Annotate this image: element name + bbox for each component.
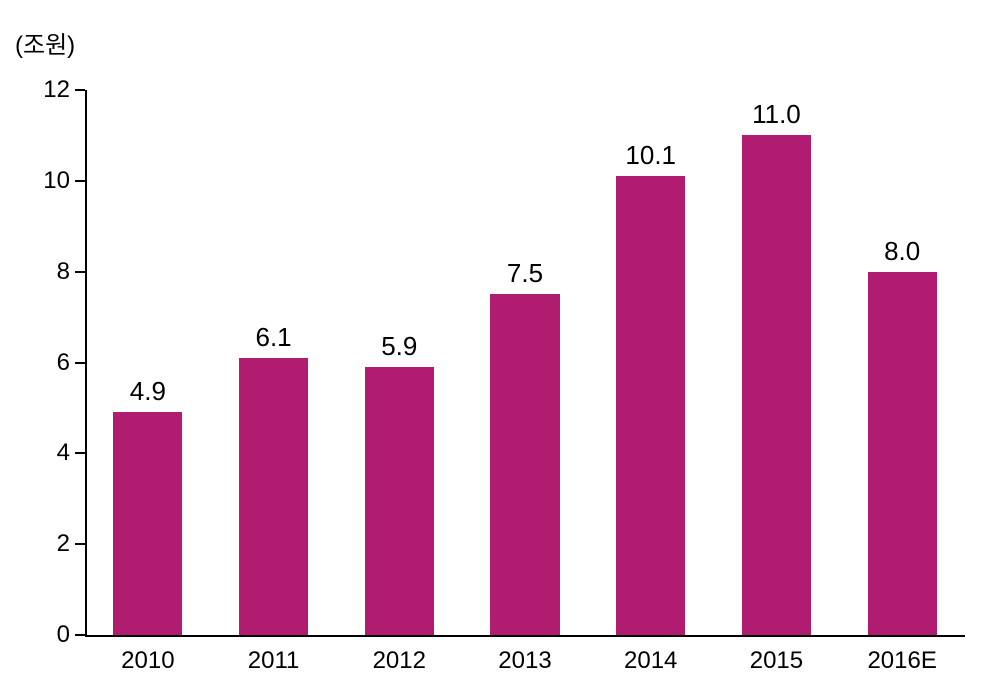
bar-value-label: 6.1 xyxy=(255,322,291,353)
y-tick-mark xyxy=(75,452,85,454)
x-tick-label: 2016E xyxy=(867,647,936,675)
y-tick-mark xyxy=(75,89,85,91)
y-axis-title: (조원) xyxy=(15,25,75,60)
bar-value-label: 5.9 xyxy=(381,331,417,362)
x-tick-label: 2013 xyxy=(498,647,551,675)
y-tick-label: 4 xyxy=(20,439,70,467)
x-tick-label: 2015 xyxy=(750,647,803,675)
y-axis-line xyxy=(85,90,87,635)
y-tick-mark xyxy=(75,362,85,364)
bar-value-label: 7.5 xyxy=(507,258,543,289)
y-tick-mark xyxy=(75,271,85,273)
bar xyxy=(868,272,937,635)
bar xyxy=(490,294,559,635)
bar-value-label: 8.0 xyxy=(884,236,920,267)
y-tick-label: 10 xyxy=(20,167,70,195)
y-tick-label: 12 xyxy=(20,76,70,104)
bar xyxy=(113,412,182,635)
bar-value-label: 10.1 xyxy=(625,140,676,171)
x-tick-label: 2012 xyxy=(373,647,426,675)
bar xyxy=(365,367,434,635)
y-tick-label: 2 xyxy=(20,530,70,558)
y-tick-mark xyxy=(75,180,85,182)
y-tick-label: 6 xyxy=(20,349,70,377)
chart-container: (조원) 0 2 4 6 8 10 12 4.9 2010 6.1 2011 5.9 2012 7.5 20… xyxy=(0,0,993,698)
y-tick-label: 0 xyxy=(20,621,70,649)
y-tick-mark xyxy=(75,634,85,636)
y-tick-label: 8 xyxy=(20,258,70,286)
bar xyxy=(239,358,308,635)
bar xyxy=(616,176,685,635)
x-tick-label: 2011 xyxy=(248,647,300,675)
bar-value-label: 11.0 xyxy=(752,99,801,130)
x-tick-label: 2014 xyxy=(624,647,677,675)
x-tick-label: 2010 xyxy=(121,647,174,675)
bar-value-label: 4.9 xyxy=(130,376,166,407)
y-tick-mark xyxy=(75,543,85,545)
x-axis-line xyxy=(85,635,965,637)
bar xyxy=(742,135,811,635)
